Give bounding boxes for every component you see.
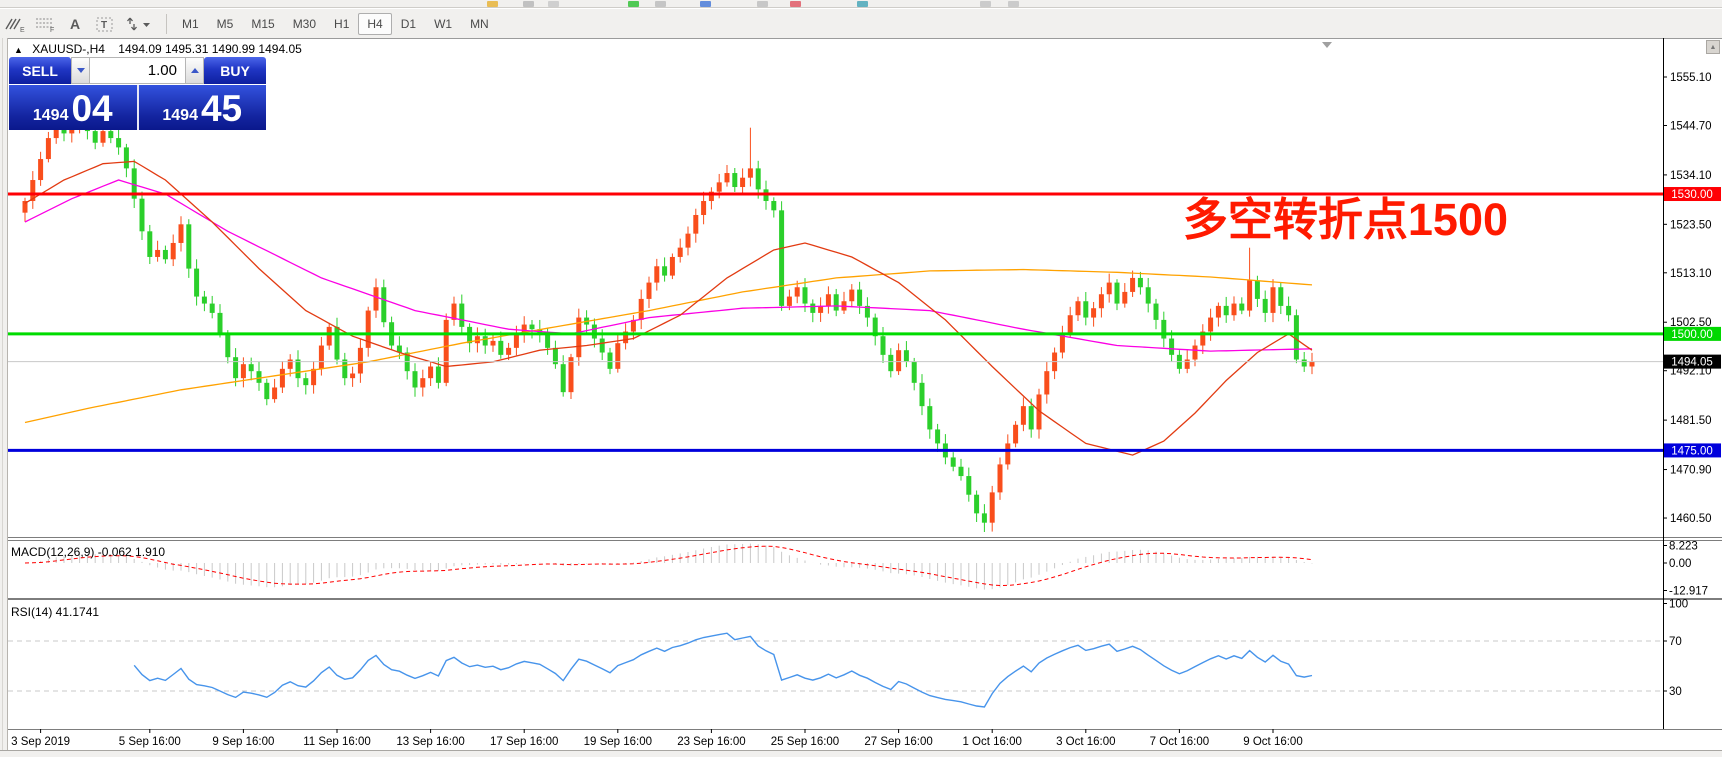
date-axis-label: 7 Oct 16:00 xyxy=(1150,736,1209,748)
timeframe-button-d1[interactable]: D1 xyxy=(400,16,417,31)
svg-text:0.00: 0.00 xyxy=(1669,558,1691,570)
window-left-border xyxy=(0,38,8,757)
macd-label: MACD(12,26,9) -0.062 1.910 xyxy=(11,545,166,559)
clipped-icon xyxy=(655,1,666,7)
clipped-toolbar-strip xyxy=(0,0,1722,8)
svg-text:1500.00: 1500.00 xyxy=(1671,329,1713,341)
expand-arrow-icon[interactable]: ▲ xyxy=(14,45,23,55)
elliott-wave-icon[interactable]: E xyxy=(2,12,28,36)
scroll-up-button[interactable]: ▲ xyxy=(1706,40,1720,54)
svg-text:-12.917: -12.917 xyxy=(1669,586,1708,598)
timeframe-button-m1[interactable]: M1 xyxy=(182,16,199,31)
svg-text:F: F xyxy=(50,27,54,33)
ohlc-values: 1494.09 1495.31 1490.99 1494.05 xyxy=(118,42,302,56)
timeframe-buttons: M1 M5 M15 M30 H1 H4 D1 W1 MN xyxy=(173,12,498,35)
volume-input[interactable] xyxy=(90,57,185,84)
svg-text:1481.50: 1481.50 xyxy=(1670,415,1712,427)
chart-canvas[interactable]: 1555.10 1544.70 1534.10 1523.50 1513.10 1502.… xyxy=(0,38,1722,750)
symbol-period-label: XAUUSD-,H4 xyxy=(32,42,105,56)
clipped-icon xyxy=(1008,1,1019,7)
date-axis-label: 1 Oct 16:00 xyxy=(962,736,1021,748)
clipped-icon xyxy=(757,1,768,7)
date-axis-label: 3 Sep 2019 xyxy=(11,736,70,748)
chart-annotation-text: 多空转折点1500 xyxy=(1182,194,1508,245)
chart-header: ▲ XAUUSD-,H4 1494.09 1495.31 1490.99 149… xyxy=(14,42,302,56)
clipped-icon xyxy=(980,1,991,7)
caret-up-icon xyxy=(190,68,199,73)
timeframe-button-m15[interactable]: M15 xyxy=(251,16,275,31)
chart-svg: 1555.10 1544.70 1534.10 1523.50 1513.10 1502.… xyxy=(0,38,1722,750)
clipped-icon xyxy=(857,1,868,7)
clipped-icon xyxy=(487,1,498,7)
chart-toolbar: E F A T M1 M5 M15 M30 H1 H4 D1 W1 MN xyxy=(0,9,1722,38)
text-label-icon[interactable]: A xyxy=(69,15,81,32)
svg-text:1534.10: 1534.10 xyxy=(1670,170,1712,182)
volume-increase-button[interactable] xyxy=(185,57,204,84)
arrows-tool-icon[interactable] xyxy=(122,12,154,36)
date-axis-label: 9 Sep 16:00 xyxy=(212,736,274,748)
svg-text:1523.50: 1523.50 xyxy=(1670,219,1712,231)
svg-text:100: 100 xyxy=(1669,599,1688,611)
toolbar-separator xyxy=(166,13,167,34)
svg-text:1530.00: 1530.00 xyxy=(1671,189,1713,201)
one-click-trade-panel: SELL BUY 1494 04 1494 45 xyxy=(9,57,266,130)
date-axis-label: 13 Sep 16:00 xyxy=(396,736,464,748)
clipped-icon xyxy=(700,1,711,7)
date-axis-label: 5 Sep 16:00 xyxy=(119,736,181,748)
svg-text:1492.10: 1492.10 xyxy=(1670,366,1712,378)
caret-down-icon xyxy=(76,68,85,73)
rsi-label: RSI(14) 41.1741 xyxy=(11,605,100,619)
date-axis-label: 17 Sep 16:00 xyxy=(490,736,558,748)
svg-text:1513.10: 1513.10 xyxy=(1670,268,1712,280)
date-axis-label: 27 Sep 16:00 xyxy=(864,736,932,748)
svg-text:1470.90: 1470.90 xyxy=(1670,465,1712,477)
date-axis-label: 3 Oct 16:00 xyxy=(1056,736,1115,748)
fibo-grid-icon[interactable]: F xyxy=(32,12,58,36)
buy-price-main: 1494 xyxy=(162,107,198,124)
timeframe-button-m5[interactable]: M5 xyxy=(216,16,234,31)
svg-text:8.223: 8.223 xyxy=(1669,540,1698,552)
svg-text:E: E xyxy=(20,27,25,33)
timeframe-button-h4[interactable]: H4 xyxy=(358,12,392,35)
date-axis-label: 11 Sep 16:00 xyxy=(303,736,371,748)
svg-text:1544.70: 1544.70 xyxy=(1670,120,1712,132)
buy-price-display[interactable]: 1494 45 xyxy=(138,85,266,130)
volume-decrease-button[interactable] xyxy=(71,57,90,84)
date-axis-label: 9 Oct 16:00 xyxy=(1243,736,1302,748)
sell-button[interactable]: SELL xyxy=(9,57,71,84)
sell-price-display[interactable]: 1494 04 xyxy=(9,85,137,130)
svg-text:T: T xyxy=(101,20,107,31)
date-axis-label: 23 Sep 16:00 xyxy=(677,736,745,748)
clipped-icon xyxy=(628,1,639,7)
timeframe-button-mn[interactable]: MN xyxy=(470,16,489,31)
clipped-icon xyxy=(790,1,801,7)
buy-button[interactable]: BUY xyxy=(204,57,266,84)
svg-text:1555.10: 1555.10 xyxy=(1670,72,1712,84)
price-divider xyxy=(136,85,139,130)
svg-text:1494.05: 1494.05 xyxy=(1671,357,1713,369)
chart-shift-marker xyxy=(1322,42,1332,48)
window-bottom-border xyxy=(0,750,1722,757)
sell-price-main: 1494 xyxy=(32,107,69,124)
timeframe-button-w1[interactable]: W1 xyxy=(434,16,453,31)
svg-text:1475.00: 1475.00 xyxy=(1671,445,1713,457)
timeframe-button-m30[interactable]: M30 xyxy=(292,16,317,31)
date-axis-label: 19 Sep 16:00 xyxy=(584,736,652,748)
timeframe-button-h1[interactable]: H1 xyxy=(334,16,350,31)
text-box-icon[interactable]: T xyxy=(92,12,118,36)
svg-text:30: 30 xyxy=(1669,686,1682,698)
svg-text:1460.50: 1460.50 xyxy=(1670,513,1712,525)
sell-price-pips: 04 xyxy=(71,88,113,129)
clipped-icon xyxy=(548,1,559,7)
svg-text:1502.50: 1502.50 xyxy=(1670,317,1712,329)
clipped-icon xyxy=(523,1,534,7)
svg-text:70: 70 xyxy=(1669,636,1682,648)
buy-price-pips: 45 xyxy=(200,88,243,129)
date-axis-label: 25 Sep 16:00 xyxy=(771,736,839,748)
